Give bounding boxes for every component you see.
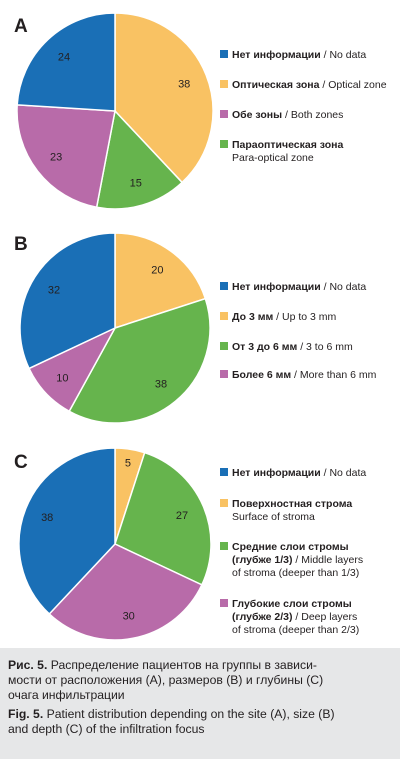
- pie-slice: [114, 232, 207, 330]
- figure-caption: Рис. 5. Распределение пациентов на групп…: [0, 648, 400, 759]
- legend-entry: Более 6 мм / More than 6 mm: [232, 369, 377, 381]
- legend-entry: Оптическая зона / Optical zone: [232, 79, 387, 91]
- caption-ru-label: Рис. 5.: [8, 658, 48, 672]
- slice-value-label: 38: [41, 512, 53, 524]
- slice-value-label: 27: [176, 510, 188, 522]
- slice-value-label: 30: [123, 611, 135, 623]
- caption-ru-line-2: мости от расположения (А), размеров (В) …: [8, 673, 324, 687]
- pie-slice: [16, 12, 116, 112]
- slice-value-label: 20: [151, 265, 163, 277]
- caption-en-line-2: and depth (C) of the infiltration focus: [8, 722, 205, 736]
- legend-entry: Обе зоны / Both zones: [232, 109, 343, 121]
- pie-panel-b: B 20 38 10 32 Нет информации / No data До 3 мм…: [14, 232, 377, 424]
- legend-swatch: [220, 542, 228, 550]
- legend-entry-line: (глубже 2/3) / Deep layers: [232, 611, 357, 623]
- panel-letter-a: A: [14, 16, 28, 37]
- legend-entry: Нет информации / No data: [232, 49, 366, 61]
- slice-value-label: 38: [155, 379, 167, 391]
- pie-slice: [18, 447, 116, 616]
- legend-swatch: [220, 599, 228, 607]
- legend-entry: Нет информации / No data: [232, 467, 366, 479]
- pie-charts: A 38 15 23 24 Нет информации / No data Оптичес…: [14, 12, 387, 641]
- pie-slice: [68, 297, 211, 424]
- slice-value-label: 15: [130, 178, 142, 190]
- pie-slice: [95, 109, 184, 210]
- legend-entry: Параоптическая зона: [232, 139, 343, 151]
- slice-value-label: 23: [50, 152, 62, 164]
- legend-swatch: [220, 110, 228, 118]
- legend-swatch: [220, 80, 228, 88]
- legend-entry: До 3 мм / Up to 3 mm: [232, 311, 337, 323]
- legend-entry: Глубокие слои стромы: [232, 598, 352, 610]
- caption-en-text-1: Patient distribution depending on the si…: [43, 707, 335, 721]
- panel-letter-c: C: [14, 452, 28, 473]
- caption-ru-line-1: Рис. 5. Распределение пациентов на групп…: [8, 658, 392, 673]
- legend-swatch: [220, 342, 228, 350]
- caption-ru-line-3: очага инфильтрации: [8, 688, 125, 702]
- legend-swatch: [220, 312, 228, 320]
- legend-entry-line: (глубже 1/3) / Middle layers: [232, 554, 363, 566]
- legend-entry-line: Para-optical zone: [232, 152, 314, 164]
- slice-value-label: 32: [48, 284, 60, 296]
- slice-value-label: 38: [178, 79, 190, 91]
- legend-entry-line: of stroma (deeper than 1/3): [232, 567, 359, 579]
- pie-slice: [114, 12, 214, 184]
- slice-value-label: 5: [125, 458, 131, 470]
- pie-slice: [114, 451, 212, 586]
- pie-slice: [48, 543, 203, 641]
- legend-entry: Поверхностная строма: [232, 498, 352, 510]
- legend-swatch: [220, 50, 228, 58]
- legend-entry-line: Surface of stroma: [232, 511, 315, 523]
- slice-value-label: 10: [56, 372, 68, 384]
- legend-swatch: [220, 140, 228, 148]
- legend-entry: От 3 до 6 мм / 3 to 6 mm: [232, 341, 353, 353]
- legend-swatch: [220, 282, 228, 290]
- legend-entry: Средние слои стромы: [232, 541, 349, 553]
- panel-letter-b: B: [14, 234, 28, 255]
- pie-slice: [19, 232, 116, 370]
- pie-panel-c: C 5 27 30 38 Нет информации / No data Поверхно…: [14, 447, 366, 641]
- pie-panel-a: A 38 15 23 24 Нет информации / No data Оптичес…: [14, 12, 387, 210]
- caption-ru-text-1: Распределение пациентов на группы в зави…: [47, 658, 317, 672]
- legend-entry-line: of stroma (deeper than 2/3): [232, 624, 359, 636]
- legend-swatch: [220, 499, 228, 507]
- legend-swatch: [220, 468, 228, 476]
- caption-en-line-1: Fig. 5. Patient distribution depending o…: [8, 707, 392, 722]
- slice-value-label: 24: [58, 52, 70, 64]
- pie-slice: [16, 104, 116, 209]
- caption-en-label: Fig. 5.: [8, 707, 44, 721]
- legend-swatch: [220, 370, 228, 378]
- legend-entry: Нет информации / No data: [232, 281, 366, 293]
